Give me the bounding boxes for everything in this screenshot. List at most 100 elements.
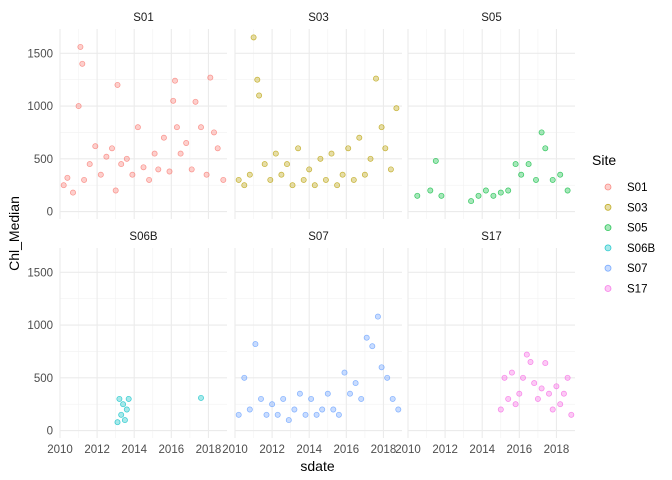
x-tick-label: 2014 — [121, 444, 147, 456]
data-point — [482, 187, 489, 194]
legend-key — [604, 244, 612, 252]
data-point — [274, 411, 281, 418]
data-point — [347, 390, 353, 397]
data-point — [140, 164, 147, 171]
data-point — [568, 411, 575, 418]
y-tick-label: 0 — [47, 207, 53, 219]
data-point — [112, 187, 119, 194]
x-axis-title: sdate — [300, 458, 334, 474]
data-point — [363, 334, 370, 341]
data-point — [387, 166, 394, 173]
data-point — [505, 395, 512, 402]
data-point — [352, 380, 359, 387]
x-tick-label: 2016 — [507, 444, 533, 456]
x-tick-label: 2018 — [371, 444, 397, 456]
data-point — [564, 187, 571, 194]
axes: 0 500 1000 1500 0 500 1000 1500 2010 2012 2014 2016… — [27, 48, 569, 456]
y-axis-title: Chl_Median — [6, 196, 22, 271]
data-point — [542, 360, 549, 367]
data-point — [361, 171, 368, 178]
data-point — [198, 394, 204, 401]
data-point — [123, 155, 130, 162]
data-point — [235, 176, 242, 183]
facet-panel-s06b: S06B — [59, 231, 227, 438]
facet-strip-label: S01 — [133, 12, 153, 24]
data-point — [520, 374, 526, 381]
x-tick-label: 2012 — [84, 444, 110, 456]
data-point — [263, 411, 270, 418]
x-tick-label: 2016 — [334, 444, 360, 456]
legend-label: S17 — [627, 284, 647, 296]
x-tick-label: 2012 — [432, 444, 458, 456]
facet-strip-label: S05 — [481, 12, 501, 24]
legend-label: S01 — [627, 182, 647, 194]
data-point — [177, 150, 184, 157]
facet-panel-s01: S01 — [59, 12, 227, 219]
data-point — [527, 359, 534, 365]
data-point — [134, 124, 141, 131]
facet-strip-label: S17 — [481, 231, 501, 243]
facet-strip-label: S07 — [308, 231, 328, 243]
data-point — [334, 182, 341, 189]
data-point — [81, 176, 88, 183]
data-point — [272, 150, 279, 157]
y-tick-label: 1000 — [27, 320, 53, 332]
data-point — [285, 417, 292, 424]
data-point — [534, 395, 541, 402]
y-tick-label: 500 — [34, 154, 53, 166]
data-point — [350, 176, 357, 183]
data-point — [393, 105, 400, 112]
data-point — [121, 417, 128, 424]
data-point — [172, 77, 178, 84]
data-point — [256, 92, 263, 99]
data-point — [109, 145, 115, 152]
data-point — [324, 390, 331, 397]
data-point — [246, 406, 253, 413]
data-point — [306, 166, 313, 173]
data-point — [345, 145, 352, 152]
data-point — [241, 374, 248, 381]
data-point — [118, 411, 125, 418]
x-tick-label: 2014 — [469, 444, 495, 456]
data-point — [313, 411, 320, 418]
data-point — [322, 176, 329, 183]
data-point — [120, 401, 127, 408]
facet-strip-label: S03 — [308, 12, 328, 24]
data-point — [382, 145, 389, 152]
facet-panel-s05: S05 — [407, 12, 575, 219]
data-point — [501, 374, 508, 381]
data-point — [378, 364, 385, 371]
data-point — [296, 390, 303, 397]
legend-label: S03 — [627, 202, 647, 214]
data-point — [311, 182, 318, 189]
x-tick-label: 2010 — [395, 444, 421, 456]
data-point — [356, 134, 363, 141]
data-point — [203, 171, 210, 178]
legend-key — [604, 203, 612, 211]
data-point — [79, 60, 86, 67]
data-point — [549, 406, 556, 413]
data-point — [328, 150, 335, 157]
data-point — [373, 75, 379, 82]
data-point — [523, 351, 530, 358]
data-point — [198, 124, 204, 131]
legend-key — [604, 285, 612, 292]
data-point — [246, 171, 253, 178]
data-point — [490, 192, 497, 199]
data-point — [252, 341, 259, 348]
data-point — [378, 124, 385, 131]
data-point — [92, 143, 99, 150]
y-tick-label: 0 — [47, 426, 53, 438]
facet-panel-s07: S07 — [234, 231, 402, 438]
data-point — [560, 390, 567, 397]
facet-panel-s03: S03 — [234, 12, 402, 219]
legend-label: S05 — [627, 223, 647, 235]
data-point — [173, 124, 180, 131]
data-point — [564, 374, 571, 381]
data-point — [123, 406, 130, 413]
data-point — [77, 43, 84, 50]
data-point — [250, 34, 257, 41]
x-tick-label: 2012 — [259, 444, 285, 456]
legend-key — [604, 183, 612, 191]
data-point — [207, 74, 214, 81]
